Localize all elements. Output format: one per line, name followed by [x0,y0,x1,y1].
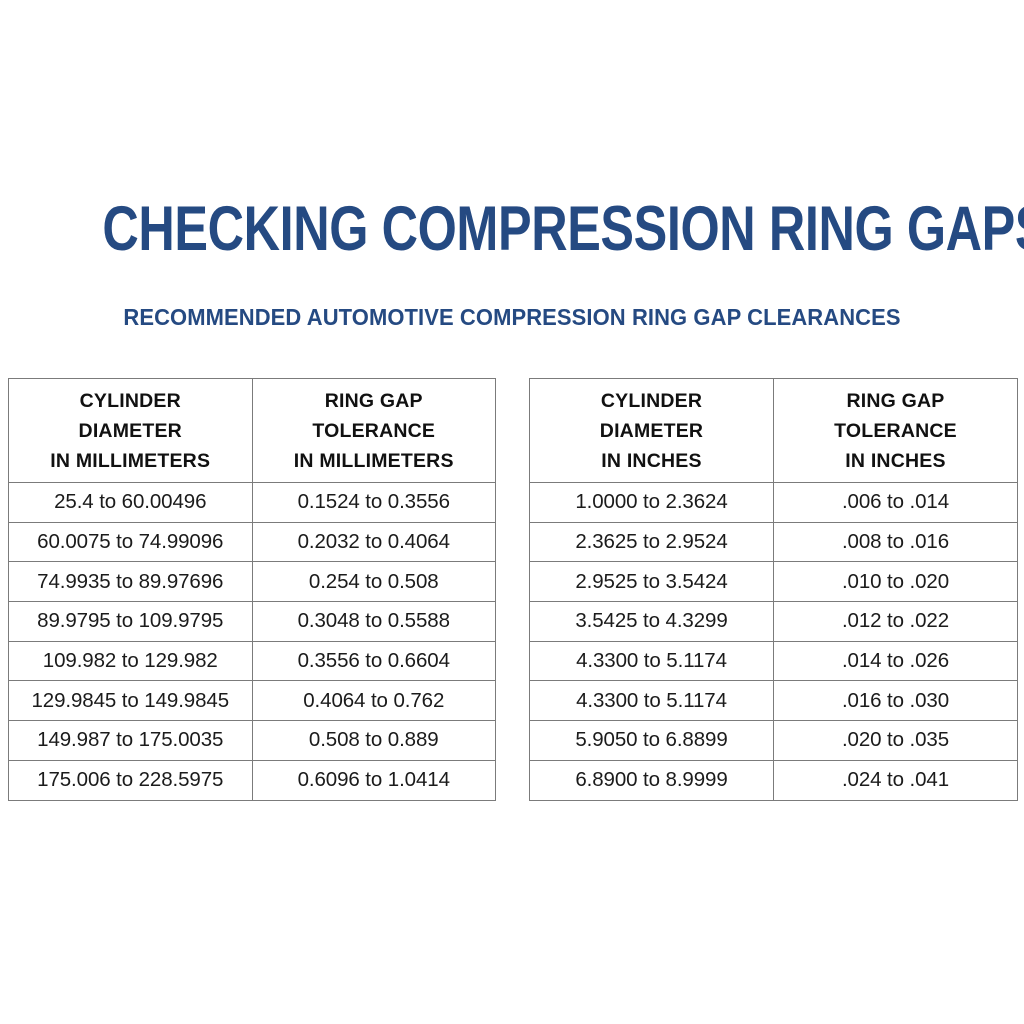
cell-diameter: 89.9795 to 109.9795 [9,601,253,642]
cell-tolerance: 0.254 to 0.508 [252,561,495,603]
header-line-1: RING GAP [846,389,945,412]
cell-diameter: 5.9050 to 6.8899 [530,720,774,761]
table-row: 60.0075 to 74.99096 0.2032 to 0.4064 [9,522,495,563]
header-line-3: IN INCHES [845,449,946,472]
table-row: 89.9795 to 109.9795 0.3048 to 0.5588 [9,601,495,642]
cell-tolerance: 0.6096 to 1.0414 [297,768,450,792]
cell-diameter: 2.9525 to 3.5424 [530,561,774,603]
column-header-cylinder-diameter-mm: CYLINDER DIAMETER IN MILLIMETERS [9,379,253,483]
table-row: 1.0000 to 2.3624 .006 to .014 [530,482,1017,523]
header-line-2: TOLERANCE [834,419,957,442]
table-header-row: CYLINDER DIAMETER IN MILLIMETERS RING GA… [9,379,495,483]
table-row: 6.8900 to 8.9999 .024 to .041 [530,760,1017,800]
cell-diameter: 109.982 to 129.982 [9,641,253,682]
metric-ring-gap-table: CYLINDER DIAMETER IN MILLIMETERS RING GA… [8,378,496,801]
cell-tolerance: .008 to .016 [773,522,1017,563]
header-line-3: IN INCHES [601,449,702,472]
cell-diameter: 149.987 to 175.0035 [9,720,253,761]
header-line-2: DIAMETER [78,419,182,442]
table-header-row: CYLINDER DIAMETER IN INCHES RING GAP TOL… [530,379,1017,483]
cell-tolerance: .012 to .022 [773,601,1017,642]
cell-diameter: 2.3625 to 2.9524 [530,522,774,563]
column-header-ring-gap-tolerance-in: RING GAP TOLERANCE IN INCHES [773,379,1017,483]
cell-tolerance: 0.4064 to 0.762 [252,680,495,722]
cell-diameter: 175.006 to 228.5975 [9,760,253,800]
cell-diameter: 4.3300 to 5.1174 [530,680,774,722]
table-row: 175.006 to 228.5975 0.6096 to 1.0414 [9,760,495,800]
table-row: 2.9525 to 3.5424 .010 to .020 [530,561,1017,603]
cell-diameter: 4.3300 to 5.1174 [530,641,774,682]
cell-tolerance: .016 to .030 [773,680,1017,722]
cell-diameter: 3.5425 to 4.3299 [530,601,774,642]
cell-tolerance: .010 to .020 [773,561,1017,603]
cell-tolerance: .024 to .041 [841,768,950,792]
cell-tolerance: .020 to .035 [773,720,1017,761]
table-row: 3.5425 to 4.3299 .012 to .022 [530,601,1017,642]
column-header-cylinder-diameter-in: CYLINDER DIAMETER IN INCHES [530,379,774,483]
cell-tolerance: 0.508 to 0.889 [252,720,495,761]
header-line-3: IN MILLIMETERS [50,449,211,472]
table-row: 2.3625 to 2.9524 .008 to .016 [530,522,1017,563]
cell-tolerance: .014 to .026 [773,641,1017,682]
table-row: 5.9050 to 6.8899 .020 to .035 [530,720,1017,761]
table-row: 4.3300 to 5.1174 .016 to .030 [530,680,1017,722]
header-line-2: TOLERANCE [312,419,436,442]
cell-tolerance: 0.3556 to 0.6604 [252,641,495,682]
cell-diameter: 74.9935 to 89.97696 [9,561,253,603]
cell-tolerance: 0.3048 to 0.5588 [252,601,495,642]
header-line-1: CYLINDER [600,389,703,412]
cell-diameter: 60.0075 to 74.99096 [9,522,253,563]
cell-diameter: 1.0000 to 2.3624 [530,482,774,523]
cell-diameter: 129.9845 to 149.9845 [9,680,253,722]
header-line-1: RING GAP [324,389,423,412]
column-header-ring-gap-tolerance-mm: RING GAP TOLERANCE IN MILLIMETERS [252,379,495,483]
cell-tolerance: .006 to .014 [773,482,1017,523]
table-row: 74.9935 to 89.97696 0.254 to 0.508 [9,561,495,603]
table-row: 25.4 to 60.00496 0.1524 to 0.3556 [9,482,495,523]
cell-tolerance: 0.1524 to 0.3556 [252,482,495,523]
table-row: 129.9845 to 149.9845 0.4064 to 0.762 [9,680,495,722]
table-row: 4.3300 to 5.1174 .014 to .026 [530,641,1017,682]
imperial-ring-gap-table: CYLINDER DIAMETER IN INCHES RING GAP TOL… [529,378,1018,801]
cell-diameter: 25.4 to 60.00496 [9,482,253,523]
header-line-2: DIAMETER [599,419,704,442]
table-row: 109.982 to 129.982 0.3556 to 0.6604 [9,641,495,682]
page-subtitle: RECOMMENDED AUTOMOTIVE COMPRESSION RING … [123,304,901,330]
cell-tolerance: 0.2032 to 0.4064 [252,522,495,563]
page-title: CHECKING COMPRESSION RING GAPS [102,194,1024,264]
header-line-3: IN MILLIMETERS [293,449,454,472]
cell-diameter: 6.8900 to 8.9999 [530,760,774,800]
header-line-1: CYLINDER [79,389,181,412]
table-row: 149.987 to 175.0035 0.508 to 0.889 [9,720,495,761]
